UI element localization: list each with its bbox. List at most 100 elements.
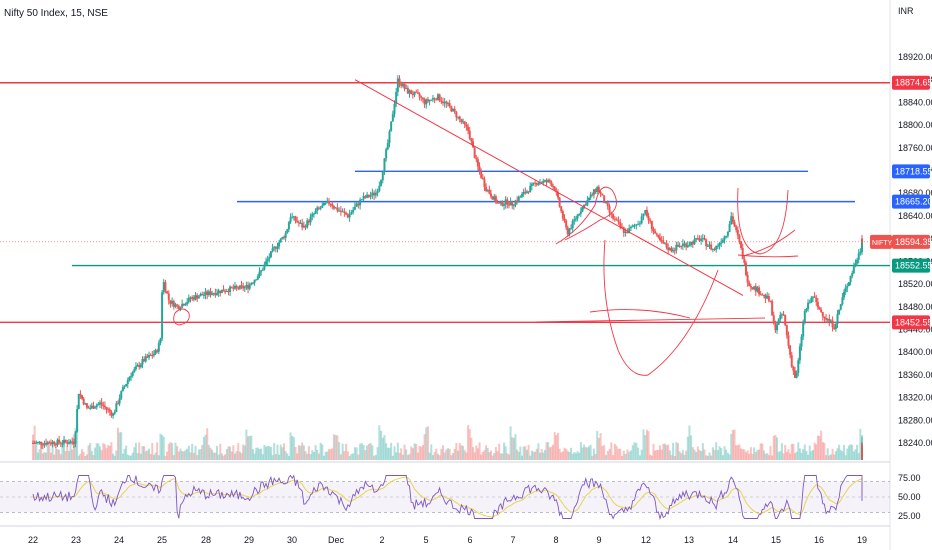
volume-bar [761, 443, 764, 460]
freehand-drawing[interactable] [535, 317, 766, 323]
volume-bar [248, 435, 251, 460]
volume-bar [146, 450, 149, 460]
candle-body [521, 193, 524, 197]
volume-bar [398, 452, 401, 460]
freehand-drawing[interactable] [173, 308, 190, 326]
volume-bar [838, 444, 841, 460]
candle-body [326, 200, 329, 203]
candle-body [125, 384, 128, 387]
rsi-tick-label: 50.00 [898, 492, 921, 502]
volume-bar [601, 445, 604, 460]
volume-bar [144, 451, 147, 460]
volume-bar [36, 452, 39, 460]
volume-bar [69, 442, 72, 460]
price-level-label: 18718.55 [895, 166, 932, 176]
freehand-drawing[interactable] [603, 239, 719, 376]
candle-body [774, 323, 777, 331]
freehand-drawing[interactable] [555, 186, 617, 245]
volume-bar [537, 443, 540, 460]
volume-bar [527, 444, 530, 460]
candle-body [672, 250, 675, 252]
candle-body [749, 285, 752, 288]
candle-body [35, 442, 38, 444]
volume-bar [637, 447, 640, 460]
volume-bar [749, 447, 752, 460]
volume-bar [192, 452, 195, 460]
candle-body [194, 295, 197, 300]
volume-bar [861, 449, 863, 460]
freehand-drawing[interactable] [741, 229, 796, 257]
volume-bar [777, 451, 780, 460]
volume-bar [470, 437, 473, 460]
candle-body [362, 196, 365, 200]
candle-body [779, 314, 782, 320]
time-axis[interactable]: 22 23 24 25 28 29 30 Dec 2 5 6 7 8 9 12 13 14 15 16 19 [28, 535, 867, 545]
candle-body [649, 220, 652, 222]
candle-body [807, 302, 810, 309]
volume-bar [435, 448, 438, 460]
volume-bar [681, 450, 684, 460]
volume-bar [209, 447, 212, 460]
candle-body [573, 219, 576, 221]
volume-bar [97, 443, 100, 460]
volume-bar [843, 444, 846, 460]
volume-bar [413, 443, 416, 460]
volume-bar [255, 447, 258, 460]
volume-bar [64, 450, 67, 460]
candle-body [338, 210, 341, 212]
volume-bar [861, 452, 863, 460]
volume-bar [779, 451, 782, 460]
freehand-drawing[interactable] [589, 309, 691, 319]
candle-body [38, 441, 41, 443]
trend-line[interactable] [354, 79, 744, 296]
volume-bar [815, 444, 818, 460]
candle-body [250, 283, 253, 285]
volume-bar [499, 453, 502, 460]
candle-body [615, 219, 618, 221]
volume-bar [367, 443, 370, 460]
candle-body [448, 103, 451, 107]
volume-bar [566, 450, 569, 460]
candle-body [586, 200, 589, 206]
freehand-drawing[interactable] [737, 254, 799, 258]
candle-body [637, 224, 640, 226]
candle-body [792, 366, 795, 371]
volume-bar [507, 454, 510, 460]
volume-bar [617, 448, 620, 460]
price-tick-label: 18920.00 [898, 52, 932, 62]
volume-bar [489, 450, 492, 460]
volume-bar [552, 444, 555, 460]
volume-bar [204, 434, 207, 460]
candle-body [269, 251, 272, 258]
volume-bar [622, 450, 625, 460]
price-tick-label: 18640.00 [898, 211, 932, 221]
volume-bar [401, 454, 404, 460]
volume-bar [519, 446, 522, 460]
candle-body [426, 99, 429, 102]
volume-bar [54, 446, 57, 460]
volume-bar [371, 445, 374, 460]
volume-bar [545, 442, 548, 460]
candle-body [512, 205, 515, 207]
candle-body [465, 124, 468, 127]
candle-body [89, 407, 92, 409]
volume-bar [550, 446, 553, 460]
candle-body [447, 103, 449, 105]
candle-body [553, 186, 556, 191]
candle-body [543, 180, 546, 182]
candle-body [222, 289, 225, 292]
volume-bar [847, 445, 850, 460]
candle-body [715, 245, 718, 250]
volume-bar [861, 447, 863, 460]
candle-body [247, 285, 250, 289]
volume-bar [445, 449, 448, 460]
candle-body [343, 211, 346, 213]
volume-bar [263, 444, 266, 460]
volume-bar [38, 449, 41, 460]
volume-bar [184, 450, 187, 460]
volume-bar [685, 450, 688, 460]
candle-body [336, 207, 339, 211]
candle-body [762, 294, 765, 296]
freehand-drawing[interactable] [737, 187, 789, 255]
